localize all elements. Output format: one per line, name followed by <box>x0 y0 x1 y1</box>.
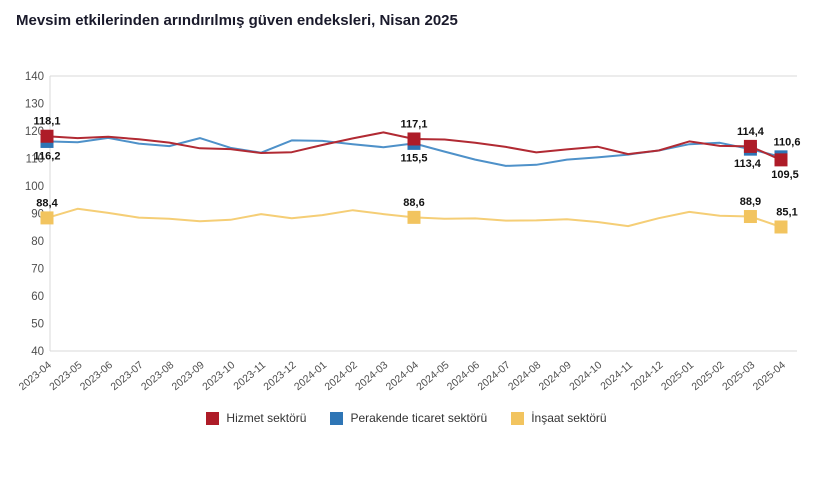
legend-swatch-hizmet-sektoru <box>206 411 220 425</box>
marker-hizmet-sektoru <box>743 139 757 153</box>
x-axis-tick-label: 2023-12 <box>261 359 298 393</box>
x-axis-tick-label: 2024-03 <box>353 359 390 393</box>
y-axis-tick-label: 70 <box>31 264 44 276</box>
x-axis-tick-label: 2024-07 <box>475 359 512 393</box>
x-axis-tick-label: 2024-09 <box>537 359 574 393</box>
x-axis-tick-label: 2023-10 <box>200 359 237 393</box>
y-axis-tick-label: 110 <box>26 154 44 166</box>
data-label-hizmet-sektoru: 114,4 <box>737 126 765 138</box>
x-axis-tick-label: 2023-04 <box>17 359 54 393</box>
y-axis-tick-label: 140 <box>25 71 44 83</box>
legend-label-hizmet-sektoru: Hizmet sektörü <box>226 411 307 425</box>
x-axis-tick-label: 2023-09 <box>170 359 207 393</box>
data-label-insaat-sektoru: 88,9 <box>740 196 761 208</box>
legend-item-perakende-ticaret-sektoru[interactable]: Perakende ticaret sektörü <box>330 411 487 425</box>
legend-item-hizmet-sektoru[interactable]: Hizmet sektörü <box>206 411 306 425</box>
data-label-hizmet-sektoru: 118,1 <box>34 116 61 128</box>
x-axis-tick-label: 2023-08 <box>139 359 176 393</box>
data-label-hizmet-sektoru: 117,1 <box>401 118 428 130</box>
x-axis-tick-label: 2024-06 <box>445 359 482 393</box>
chart-title: Mevsim etkilerinden arındırılmış güven e… <box>16 12 458 29</box>
x-axis-tick-label: 2023-07 <box>108 359 145 393</box>
x-axis-tick-label: 2024-08 <box>506 359 543 393</box>
y-axis-tick-label: 80 <box>31 236 44 248</box>
x-axis-tick-label: 2024-01 <box>292 359 329 393</box>
y-axis-tick-label: 40 <box>31 346 44 358</box>
x-axis-tick-label: 2024-02 <box>323 359 360 393</box>
y-axis-tick-label: 50 <box>31 319 44 331</box>
chart-legend: Hizmet sektörü Perakende ticaret sektörü İ… <box>0 411 813 425</box>
data-label-perakende-ticaret-sektoru: 115,5 <box>401 152 428 164</box>
x-axis-tick-label: 2024-11 <box>598 359 635 393</box>
y-axis-tick-label: 130 <box>25 99 44 111</box>
marker-insaat-sektoru <box>407 210 421 224</box>
y-axis-tick-label: 120 <box>25 126 44 138</box>
y-axis-tick-label: 60 <box>31 291 44 303</box>
x-axis-tick-label: 2024-12 <box>628 359 665 393</box>
x-axis-tick-label: 2024-10 <box>567 359 604 393</box>
marker-hizmet-sektoru <box>407 132 421 146</box>
data-label-insaat-sektoru: 85,1 <box>776 206 797 218</box>
data-label-perakende-ticaret-sektoru: 113,4 <box>734 158 762 170</box>
legend-label-insaat-sektoru: İnşaat sektörü <box>531 411 607 425</box>
data-label-perakende-ticaret-sektoru: 116,2 <box>34 150 61 162</box>
marker-insaat-sektoru <box>774 220 788 234</box>
legend-swatch-perakende-ticaret-sektoru <box>330 411 344 425</box>
x-axis-tick-label: 2025-04 <box>751 359 788 393</box>
data-label-insaat-sektoru: 88,4 <box>36 197 58 209</box>
legend-swatch-insaat-sektoru <box>511 411 525 425</box>
data-label-hizmet-sektoru: 109,5 <box>771 169 799 181</box>
x-axis-tick-label: 2024-04 <box>384 359 421 393</box>
x-axis-tick-label: 2025-02 <box>690 359 727 393</box>
data-label-perakende-ticaret-sektoru: 110,6 <box>774 136 801 148</box>
x-axis-tick-label: 2025-01 <box>659 359 696 393</box>
marker-insaat-sektoru <box>743 210 757 224</box>
marker-hizmet-sektoru <box>774 153 788 167</box>
marker-insaat-sektoru <box>40 211 54 225</box>
x-axis-tick-label: 2023-11 <box>231 359 268 393</box>
legend-label-perakende-ticaret-sektoru: Perakende ticaret sektörü <box>350 411 488 425</box>
x-axis-tick-label: 2025-03 <box>720 359 757 393</box>
legend-item-insaat-sektoru[interactable]: İnşaat sektörü <box>511 411 607 425</box>
data-label-insaat-sektoru: 88,6 <box>403 197 424 209</box>
marker-hizmet-sektoru <box>40 129 54 143</box>
y-axis-tick-label: 100 <box>25 181 44 193</box>
x-axis-tick-label: 2023-06 <box>78 359 115 393</box>
x-axis-tick-label: 2023-05 <box>47 359 84 393</box>
x-axis-tick-label: 2024-05 <box>414 359 451 393</box>
